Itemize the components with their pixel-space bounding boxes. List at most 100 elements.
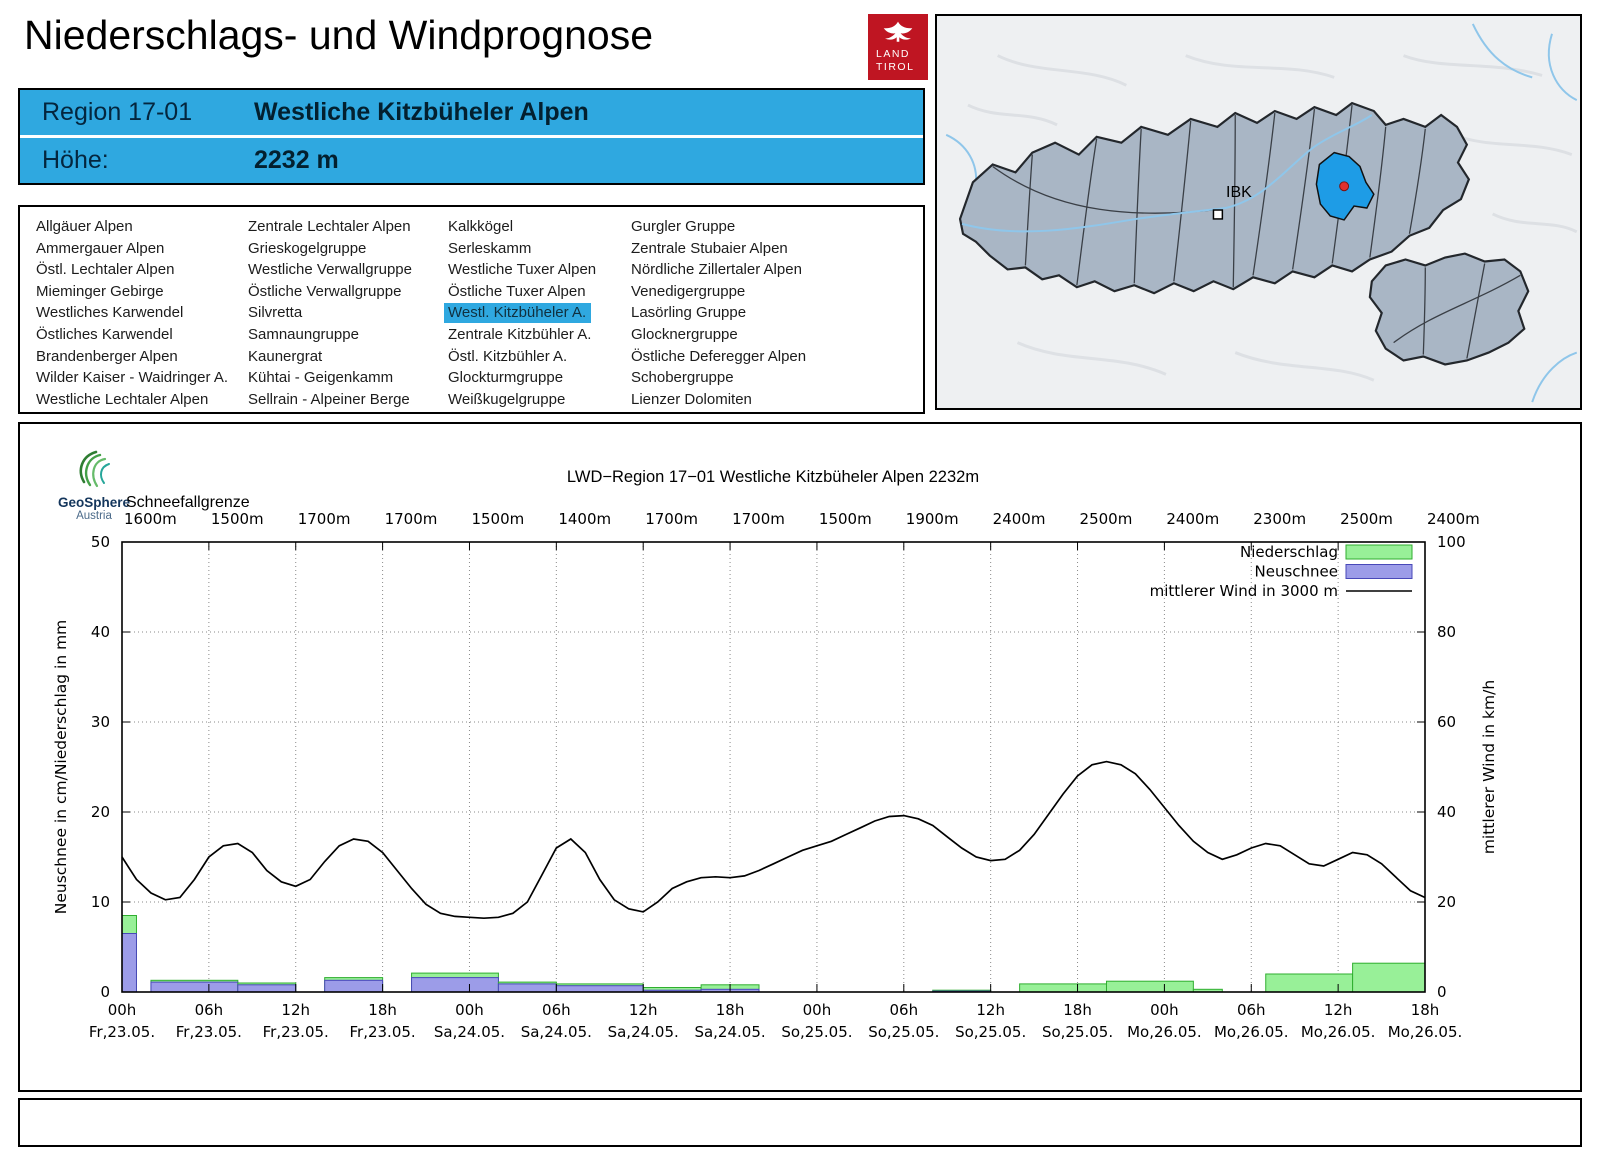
region-list-item[interactable]: Lasörling Gruppe — [631, 304, 747, 322]
region-list-item[interactable]: Westliche Tuxer Alpen — [448, 261, 597, 279]
tirol-logo-line1: LAND — [876, 48, 911, 60]
geosphere-logo: GeoSphere Austria — [46, 446, 142, 522]
region-info-box: Region 17-01 Westliche Kitzbüheler Alpen… — [18, 88, 925, 185]
terrain-relief — [967, 54, 1578, 382]
region-column: Zentrale Lechtaler Alpen Grieskogelgruppe… — [248, 216, 448, 412]
region-list-item[interactable]: Östl. Kitzbühler A. — [448, 347, 568, 365]
region-list-item[interactable]: Venedigergruppe — [631, 282, 746, 300]
x-tick-date: Mo,26.05. — [1214, 1023, 1289, 1041]
chart-title: LWD−Region 17−01 Westliche Kitzbüheler A… — [566, 468, 980, 486]
x-tick-hour: 12h — [1324, 1001, 1353, 1019]
region-list-item[interactable]: Samnaungruppe — [248, 325, 359, 343]
y-tick-right: 20 — [1437, 893, 1456, 911]
y-tick-left: 20 — [91, 803, 110, 821]
y-tick-right: 0 — [1437, 983, 1447, 1001]
x-tick-hour: 18h — [368, 1001, 397, 1019]
neuschnee-bar — [555, 985, 644, 993]
neuschnee-bar — [411, 977, 499, 993]
legend-label: Neuschnee — [1255, 563, 1339, 581]
map-region-east-tirol[interactable] — [1368, 252, 1530, 366]
forecast-chart: 1600m 00h Fr,23.05. 1500m 06h Fr,23.05. 1700m 1… — [52, 510, 1498, 1041]
y-tick-right: 80 — [1437, 623, 1456, 641]
region-list-item[interactable]: Östliches Karwendel — [36, 325, 173, 343]
region-list-item[interactable]: Zentrale Kitzbühler A. — [448, 325, 592, 343]
wind-line — [121, 760, 1426, 920]
x-tick-hour: 00h — [455, 1001, 484, 1019]
x-tick-hour: 12h — [976, 1001, 1005, 1019]
map-tirol[interactable]: IBK — [935, 14, 1582, 410]
snowline-value: 1400m — [558, 510, 611, 528]
region-list-item[interactable]: Westl. Kitzbüheler A. — [444, 302, 631, 324]
region-list-item[interactable]: Kühtai - Geigenkamm — [248, 369, 394, 387]
niederschlag-bar — [1019, 983, 1107, 993]
region-list-item[interactable]: Ammergauer Alpen — [36, 239, 165, 257]
region-list-item[interactable]: Westliche Verwallgruppe — [248, 261, 412, 279]
ibk-marker — [1212, 209, 1224, 220]
tirol-eagle-icon — [883, 21, 913, 42]
x-tick-date: Mo,26.05. — [1388, 1023, 1463, 1041]
inn-river — [961, 114, 1373, 233]
region-list-item[interactable]: Silvretta — [248, 304, 303, 322]
region-list-item[interactable]: Weißkugelgruppe — [448, 390, 566, 408]
niederschlag-bar — [1352, 962, 1426, 993]
region-list-item[interactable]: Schobergruppe — [631, 369, 734, 387]
legend-swatch — [1345, 564, 1413, 579]
altitude-row: Höhe: 2232 m — [20, 138, 923, 183]
snowline-value: 2400m — [993, 510, 1046, 528]
region-list-item[interactable]: Allgäuer Alpen — [36, 218, 133, 235]
region-list-item[interactable]: Östliche Tuxer Alpen — [448, 282, 586, 300]
region-list-item[interactable]: Sellrain - Alpeiner Berge — [248, 390, 410, 408]
x-tick-date: So,25.05. — [868, 1023, 939, 1041]
snowline-value: 1700m — [732, 510, 785, 528]
region-list-item[interactable]: Kalkkögel — [448, 218, 514, 235]
x-tick-date: Sa,24.05. — [434, 1023, 505, 1041]
region-list-item[interactable]: Zentrale Stubaier Alpen — [631, 239, 788, 257]
y-tick-right: 40 — [1437, 803, 1456, 821]
region-list-item[interactable]: Westliches Karwendel — [36, 304, 184, 322]
snowline-value: 1700m — [385, 510, 438, 528]
region-row: Region 17-01 Westliche Kitzbüheler Alpen — [20, 90, 923, 135]
region-list-item[interactable]: Lienzer Dolomiten — [631, 390, 752, 408]
region-list-item[interactable]: Gurgler Gruppe — [631, 218, 736, 235]
y-tick-left: 30 — [91, 713, 110, 731]
legend-label: Niederschlag — [1240, 543, 1338, 561]
x-tick-date: Fr,23.05. — [176, 1023, 242, 1041]
region-list-item[interactable]: Glockturmgruppe — [448, 369, 564, 387]
region-list-item[interactable]: Zentrale Lechtaler Alpen — [248, 218, 411, 235]
region-list-item[interactable]: Östliche Deferegger Alpen — [631, 347, 807, 365]
region-list-item[interactable]: Kaunergrat — [248, 347, 323, 365]
tirol-map-graphic — [945, 23, 1578, 403]
geosphere-name: GeoSphere — [57, 495, 131, 510]
snowline-value: 1500m — [211, 510, 264, 528]
y-tick-left: 0 — [100, 983, 110, 1001]
neuschnee-bar — [497, 983, 557, 993]
x-tick-hour: 18h — [716, 1001, 745, 1019]
region-list-item[interactable]: Glocknergruppe — [631, 325, 738, 343]
geosphere-spiral-icon — [79, 450, 110, 488]
x-tick-hour: 00h — [108, 1001, 137, 1019]
region-list-item[interactable]: Nördliche Zillertaler Alpen — [631, 261, 802, 279]
region-list-item[interactable]: Wilder Kaiser - Waidringer A. — [36, 369, 228, 387]
region-list-item[interactable]: Brandenberger Alpen — [36, 347, 178, 365]
x-tick-hour: 06h — [195, 1001, 224, 1019]
region-list-item[interactable]: Westliche Lechtaler Alpen — [36, 390, 209, 408]
snowline-value: 1500m — [819, 510, 872, 528]
neuschnee-bar — [121, 933, 137, 993]
x-tick-hour: 18h — [1411, 1001, 1440, 1019]
region-list-item[interactable]: Östl. Lechtaler Alpen — [36, 261, 175, 279]
x-tick-hour: 00h — [803, 1001, 832, 1019]
region-list-item[interactable]: Östliche Verwallgruppe — [248, 282, 402, 300]
region-name: Westliche Kitzbüheler Alpen — [254, 98, 589, 126]
snowline-value: 2400m — [1166, 510, 1219, 528]
snowline-value: 2300m — [1253, 510, 1306, 528]
region-label: Region 17-01 — [42, 98, 193, 126]
x-tick-date: So,25.05. — [955, 1023, 1026, 1041]
neuschnee-bar — [324, 979, 384, 993]
x-tick-hour: 06h — [890, 1001, 919, 1019]
region-list-item[interactable]: Serleskamm — [448, 239, 532, 257]
region-list-item[interactable]: Mieminger Gebirge — [36, 282, 164, 300]
region-list-item[interactable]: Grieskogelgruppe — [248, 239, 367, 257]
map-region-north-tirol[interactable] — [958, 101, 1471, 295]
snowline-value: 1700m — [298, 510, 351, 528]
